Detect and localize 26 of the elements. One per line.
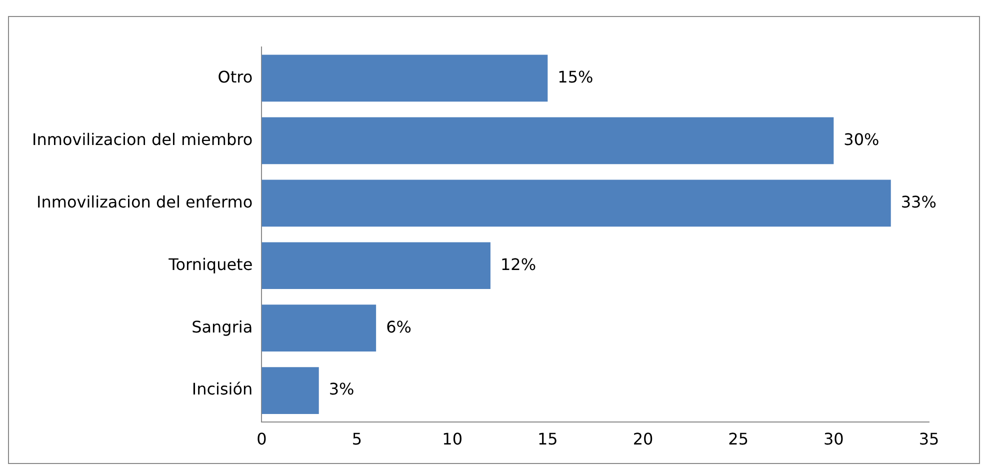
data-label: 33% [900,192,936,212]
data-label: 30% [844,130,880,149]
data-label: 12% [500,254,536,274]
x-tick-label: 25 [728,430,749,449]
x-tick-label: 0 [256,430,267,449]
x-tick-label: 20 [632,430,654,449]
y-tick-label: Inmovilizacion del enfermo [36,192,253,212]
x-tick-label: 5 [352,430,362,449]
y-tick-label: Sangria [192,317,253,336]
x-tick-label: 35 [918,430,940,449]
data-label: 3% [328,380,354,399]
bar [262,242,490,290]
y-tick-label: Otro [218,67,253,86]
x-tick-label: 15 [537,430,558,449]
bar [262,54,548,102]
x-tick-label: 30 [823,430,844,449]
y-tick-label: Incisión [192,380,253,399]
bar [262,304,376,352]
data-label: 15% [558,67,594,86]
y-tick-label: Inmovilizacion del miembro [32,130,253,149]
data-label: 6% [386,317,412,336]
bar [262,180,891,227]
x-tick-label: 10 [442,430,463,449]
bar [262,117,834,164]
y-tick-label: Torniquete [168,254,253,274]
bar [262,367,319,414]
